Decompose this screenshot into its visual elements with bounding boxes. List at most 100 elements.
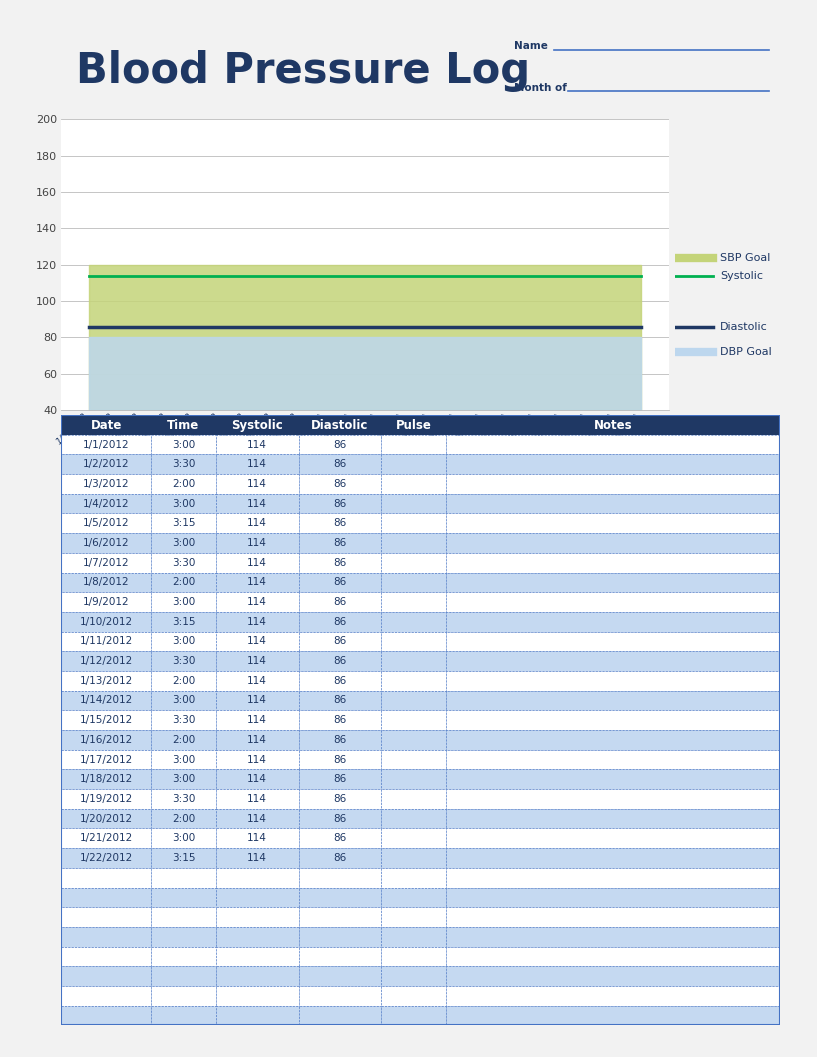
Text: 114: 114 [248,755,267,764]
Text: Diastolic: Diastolic [720,321,768,332]
Bar [151,415,216,434]
Bar [298,671,382,690]
Text: 1/4/2012: 1/4/2012 [83,499,130,508]
Text: DBP Goal: DBP Goal [720,347,772,357]
Bar [151,809,216,829]
Bar [382,475,446,494]
Bar [382,415,446,434]
Bar [61,475,151,494]
Bar [61,434,151,455]
Text: 2:00: 2:00 [172,735,195,745]
Bar [151,848,216,868]
Text: 3:30: 3:30 [172,656,195,666]
Text: 86: 86 [333,794,346,804]
Bar [216,1005,298,1025]
Bar [382,730,446,749]
Bar [216,986,298,1005]
Text: 1/22/2012: 1/22/2012 [79,853,133,863]
Text: 1/6/2012: 1/6/2012 [83,538,130,548]
Text: 86: 86 [333,577,346,588]
Bar [61,868,151,888]
Bar [216,494,298,514]
Bar [216,592,298,612]
Text: Month of: Month of [514,82,567,93]
Text: 2:00: 2:00 [172,814,195,823]
Text: 3:15: 3:15 [172,617,195,627]
Text: 114: 114 [248,538,267,548]
Text: 86: 86 [333,735,346,745]
Bar [216,907,298,927]
Bar [382,553,446,573]
Bar [382,829,446,848]
Bar [61,749,151,769]
Bar [151,475,216,494]
Bar [151,671,216,690]
Bar [298,986,382,1005]
Text: 3:30: 3:30 [172,558,195,568]
Text: 3:00: 3:00 [172,696,195,705]
Text: 1/16/2012: 1/16/2012 [79,735,133,745]
Bar [216,573,298,592]
Bar [298,553,382,573]
Text: 86: 86 [333,499,346,508]
Text: 114: 114 [248,735,267,745]
Text: 114: 114 [248,675,267,686]
Text: 114: 114 [248,440,267,449]
Bar [446,533,780,553]
Bar [216,809,298,829]
Bar [298,809,382,829]
Bar [446,848,780,868]
Text: 1/5/2012: 1/5/2012 [83,518,130,528]
Text: 1/14/2012: 1/14/2012 [79,696,133,705]
Bar [298,612,382,632]
Text: 1/10/2012: 1/10/2012 [79,617,133,627]
Bar [382,612,446,632]
Bar [216,455,298,475]
Bar [151,829,216,848]
Text: Blood Pressure Log: Blood Pressure Log [76,51,529,92]
Bar [382,749,446,769]
Bar [151,907,216,927]
Bar [298,790,382,809]
Bar [446,494,780,514]
Bar [298,592,382,612]
Bar [446,671,780,690]
Bar [446,730,780,749]
Text: 3:30: 3:30 [172,716,195,725]
Bar [216,868,298,888]
Bar [216,749,298,769]
Bar [382,651,446,671]
Bar [298,434,382,455]
Bar [446,907,780,927]
Bar [216,632,298,651]
Bar [382,573,446,592]
Bar [446,690,780,710]
Bar [61,986,151,1005]
Bar [446,573,780,592]
Text: 1/8/2012: 1/8/2012 [83,577,130,588]
Bar [216,888,298,907]
Text: 114: 114 [248,636,267,647]
Bar [382,907,446,927]
Bar [151,612,216,632]
Bar [382,455,446,475]
Bar [382,514,446,533]
Text: 86: 86 [333,853,346,863]
Bar [298,455,382,475]
Bar [216,710,298,730]
Bar [61,907,151,927]
Bar [216,671,298,690]
Text: 114: 114 [248,499,267,508]
Text: 3:15: 3:15 [172,518,195,528]
Bar [216,927,298,947]
Bar [151,690,216,710]
Bar [216,612,298,632]
Bar [61,888,151,907]
Bar [298,947,382,966]
Bar [446,829,780,848]
Text: 114: 114 [248,716,267,725]
Text: 86: 86 [333,558,346,568]
Bar [61,947,151,966]
Bar [382,790,446,809]
Bar [61,514,151,533]
